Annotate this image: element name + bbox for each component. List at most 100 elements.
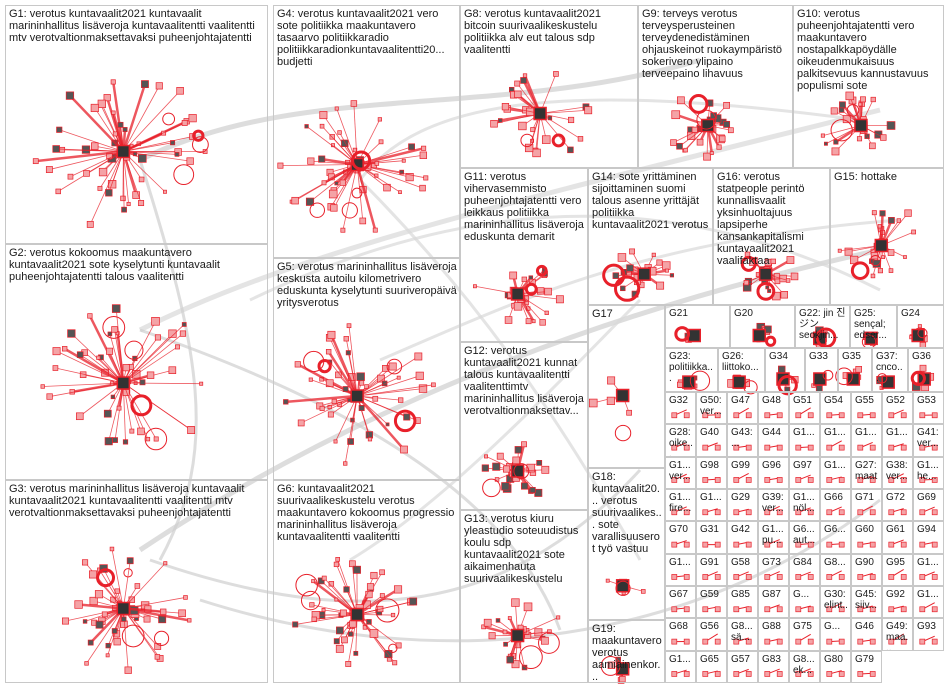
- edge: [357, 395, 401, 401]
- node: [733, 444, 740, 451]
- node: [877, 268, 883, 274]
- node: [857, 477, 864, 483]
- node: [702, 477, 709, 483]
- node: [481, 624, 487, 630]
- node: [179, 330, 187, 337]
- node: [117, 121, 124, 128]
- node: [718, 135, 726, 143]
- node: [483, 618, 492, 627]
- node: [305, 197, 315, 206]
- edge: [123, 151, 166, 193]
- edge: [123, 90, 181, 152]
- self-loop: [822, 369, 834, 381]
- edge: [111, 548, 124, 609]
- small-group-cell: G1...: [820, 456, 851, 489]
- group-cell: G15: hottake: [830, 168, 944, 305]
- group-label: G8: verotus kuntavaalit2021 bitcoin suur…: [464, 8, 605, 56]
- self-loop: [173, 164, 195, 186]
- node: [764, 444, 771, 451]
- small-group-cell: G69: [913, 489, 944, 522]
- node: [733, 638, 740, 645]
- small-group-cell: G1...: [696, 489, 727, 522]
- small-group-cell: G29: [727, 489, 758, 522]
- small-group-label: G48: [762, 395, 781, 406]
- node: [767, 288, 772, 293]
- node: [888, 638, 895, 645]
- node: [511, 598, 520, 607]
- node: [869, 509, 876, 516]
- small-group-cell: G38: ver...: [882, 456, 913, 489]
- small-group-cell: G80: [820, 650, 851, 683]
- node: [671, 606, 678, 613]
- self-loop: [551, 133, 566, 148]
- small-group-cell: G47: [727, 392, 758, 425]
- node: [321, 180, 327, 186]
- node: [869, 412, 876, 419]
- small-group-cell: G8...: [820, 553, 851, 586]
- small-group-label: G54: [824, 395, 843, 406]
- group-cell: G8: verotus kuntavaalit2021 bitcoin suur…: [460, 5, 638, 168]
- node: [745, 477, 752, 483]
- node: [807, 412, 814, 419]
- node: [671, 412, 678, 419]
- node: [919, 509, 926, 516]
- self-loop: [850, 261, 870, 280]
- node: [122, 127, 128, 133]
- node: [318, 155, 326, 163]
- node: [106, 347, 114, 355]
- edge: [42, 382, 124, 387]
- node: [82, 619, 88, 624]
- self-loop: [513, 463, 530, 480]
- group-cell: G17: [588, 305, 665, 468]
- small-group-cell: G1... he...: [913, 456, 944, 489]
- edge: [35, 150, 124, 163]
- edge: [70, 151, 124, 178]
- node: [116, 405, 122, 411]
- node: [544, 310, 549, 315]
- small-group-label: G29: [731, 492, 750, 503]
- node: [540, 636, 549, 645]
- small-group-cell: G66: [820, 489, 851, 522]
- node: [869, 638, 876, 645]
- self-loop: [351, 150, 372, 171]
- self-loop: [740, 255, 757, 272]
- node: [856, 136, 863, 142]
- node: [501, 103, 510, 111]
- self-loop: [689, 370, 711, 391]
- node: [76, 351, 84, 358]
- small-group-cell: G6... aut...: [789, 521, 820, 554]
- small-group-label: G6... aut...: [793, 524, 818, 547]
- node: [919, 477, 926, 483]
- node: [514, 90, 522, 98]
- group-cell: G23: politiikka...: [665, 348, 718, 392]
- node: [46, 393, 53, 400]
- group-label: G17: [592, 308, 613, 320]
- group-label: G35: [842, 351, 861, 362]
- node: [366, 583, 375, 591]
- node: [807, 606, 814, 613]
- self-loop: [191, 136, 209, 154]
- node: [733, 671, 740, 677]
- node: [584, 106, 593, 115]
- small-group-label: G50: ver...: [700, 395, 725, 417]
- node: [90, 103, 99, 113]
- small-group-cell: G58: [727, 553, 758, 586]
- node: [408, 143, 415, 151]
- small-group-label: G43:...: [731, 427, 753, 450]
- self-loop: [869, 254, 882, 267]
- self-loop: [917, 328, 928, 339]
- small-group-cell: G91: [696, 553, 727, 586]
- node: [785, 278, 791, 283]
- node: [826, 606, 833, 613]
- group-label: G23: politiikka...: [669, 351, 713, 384]
- hub-node: [758, 267, 773, 281]
- node: [94, 590, 104, 599]
- node: [105, 653, 110, 658]
- small-group-cell: G84: [789, 553, 820, 586]
- group-cell: G20: [730, 305, 795, 348]
- node: [107, 331, 113, 337]
- small-group-cell: G1...: [789, 424, 820, 457]
- group-cell: G11: verotus vihervasemmisto puheenjohta…: [460, 168, 588, 342]
- self-loop: [835, 367, 853, 386]
- node: [702, 574, 709, 580]
